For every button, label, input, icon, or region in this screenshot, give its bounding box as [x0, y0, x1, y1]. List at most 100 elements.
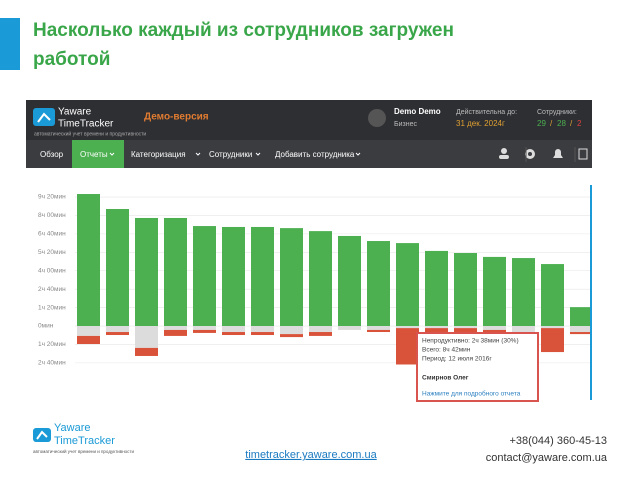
bar	[570, 307, 590, 327]
footer-phone: +38(044) 360-45-13	[509, 435, 607, 447]
footer-tagline: автоматический учет времени и продуктивн…	[33, 448, 134, 454]
bar	[396, 243, 419, 327]
employees-label: Сотрудники:	[537, 109, 577, 116]
bar	[367, 241, 390, 327]
bar	[222, 332, 245, 336]
tooltip-link[interactable]: Нажмите для подробного отчета	[422, 390, 521, 398]
bar	[164, 326, 187, 330]
bar	[425, 326, 448, 329]
bar	[77, 326, 100, 336]
bar	[106, 326, 129, 333]
bar	[280, 228, 303, 327]
bar	[541, 326, 564, 329]
tooltip-name: Смирнов Олег	[422, 375, 469, 382]
bar	[193, 329, 216, 333]
footer-link[interactable]: timetracker.yaware.com.ua	[245, 449, 377, 461]
nav-item[interactable]: Обзор	[40, 150, 64, 159]
bar	[483, 326, 506, 330]
bar	[280, 334, 303, 338]
employees-total: 29	[537, 119, 546, 128]
bar	[483, 256, 506, 327]
tooltip-text: Всего: 8ч 42мин	[422, 347, 471, 354]
app-header	[26, 100, 592, 140]
bar	[77, 194, 100, 327]
user-name: Demo Demo	[394, 107, 441, 116]
bar	[106, 209, 129, 327]
bar	[338, 235, 361, 327]
bar	[570, 326, 590, 333]
bar	[164, 329, 187, 336]
bar	[164, 217, 187, 327]
y-tick-label: 2ч 40мин	[38, 286, 66, 293]
bar	[251, 326, 274, 333]
y-tick-label: 8ч 00мин	[38, 212, 66, 219]
bar	[541, 328, 564, 353]
y-tick-label: 5ч 20мин	[38, 249, 66, 256]
footer-logo-text: Yaware	[54, 422, 90, 434]
bar	[512, 326, 535, 333]
tooltip[interactable]: Непродуктивно: 2ч 38мин (30%) Всего: 8ч …	[416, 332, 539, 402]
bar	[106, 332, 129, 336]
accent-bar	[0, 18, 20, 70]
bar	[454, 253, 477, 327]
logo-text: Yaware	[58, 107, 92, 118]
bar	[135, 326, 158, 348]
bar	[135, 347, 158, 356]
bar	[396, 328, 419, 365]
plan: Бизнес	[394, 121, 417, 128]
tooltip-text: Непродуктивно: 2ч 38мин (30%)	[422, 338, 519, 345]
y-tick-label: 0мин	[38, 323, 54, 330]
y-tick-label: 6ч 40мин	[38, 231, 66, 238]
tooltip-text: Период: 12 июля 2016г	[422, 356, 492, 363]
bar	[367, 326, 390, 330]
bar	[222, 226, 245, 327]
separator: /	[550, 119, 553, 128]
bar	[425, 328, 448, 333]
bar	[309, 326, 332, 333]
y-tick-label: 2ч 40мин	[38, 360, 66, 367]
logo-text: TimeTracker	[58, 119, 114, 130]
employees-active: 28	[557, 119, 566, 128]
bar	[280, 326, 303, 335]
bar	[454, 326, 477, 329]
bar	[193, 226, 216, 327]
slide-title: работой	[33, 49, 110, 70]
footer-logo-text: TimeTracker	[54, 435, 115, 447]
bar	[570, 332, 590, 335]
y-tick-label: 1ч 20мин	[38, 341, 66, 348]
separator: /	[570, 119, 573, 128]
demo-label: Демо-версия	[144, 112, 209, 123]
bar	[309, 332, 332, 336]
valid-label: Действительна до:	[456, 108, 517, 116]
nav-active	[72, 140, 124, 168]
y-tick-label: 4ч 00мин	[38, 267, 66, 274]
nav-item[interactable]: Добавить сотрудника	[275, 150, 355, 159]
bar	[251, 332, 274, 336]
logo-icon	[33, 108, 55, 126]
bar	[193, 326, 216, 330]
avatar[interactable]	[368, 109, 386, 127]
nav-item[interactable]: Отчеты	[80, 150, 108, 159]
bar	[541, 264, 564, 327]
footer-logo-icon	[33, 428, 51, 442]
nav-item[interactable]: Сотрудники	[209, 150, 252, 159]
y-tick-label: 9ч 20мин	[38, 194, 66, 201]
employees-off: 2	[577, 119, 582, 128]
bar	[338, 326, 361, 330]
bar	[425, 250, 448, 327]
bar	[512, 258, 535, 327]
y-tick-label: 1ч 20мин	[38, 304, 66, 311]
header-icons[interactable]	[499, 148, 588, 160]
tagline: автоматический учет времени и продуктивн…	[34, 130, 146, 137]
bar	[222, 326, 245, 333]
bar	[367, 329, 390, 333]
nav-item[interactable]: Категоризация	[131, 150, 186, 159]
bar	[251, 226, 274, 327]
bar	[77, 335, 100, 344]
slide-title: Насколько каждый из сотрудников загружен	[33, 20, 454, 41]
bar	[309, 231, 332, 327]
valid-date: 31 дек. 2024г	[456, 119, 505, 128]
footer-email: contact@yaware.com.ua	[486, 452, 608, 464]
bar	[135, 217, 158, 327]
